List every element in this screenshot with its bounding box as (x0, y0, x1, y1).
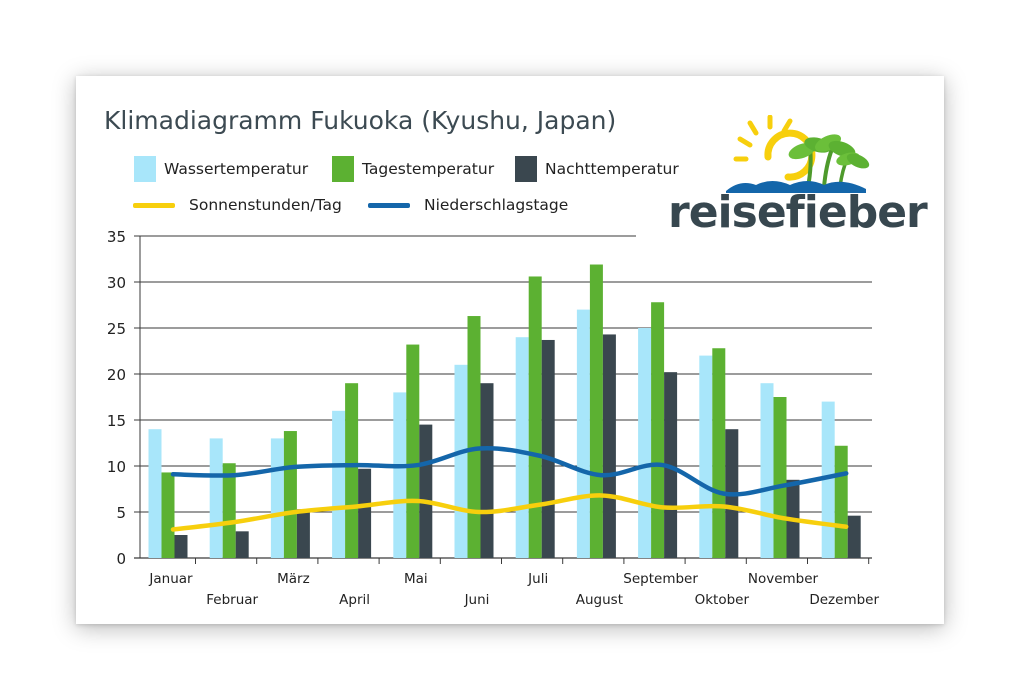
bar-wassertemperatur (821, 401, 835, 558)
bar-wassertemperatur (148, 429, 162, 558)
y-tick-label: 25 (107, 320, 126, 338)
bar-tagestemperatur (345, 383, 359, 558)
bar-wassertemperatur (454, 364, 468, 558)
bar-wassertemperatur (393, 392, 407, 558)
bar-nachttemperatur (541, 339, 555, 558)
line-sonnenstunden-tag (170, 493, 849, 532)
x-tick-label: Juni (464, 592, 490, 608)
y-tick-label: 5 (116, 504, 126, 522)
y-tick-label: 0 (116, 550, 126, 568)
y-tick-label: 10 (107, 458, 126, 476)
bar-nachttemperatur (235, 531, 249, 558)
legend-tagestemperatur: Tagestemperatur (332, 156, 494, 182)
bar-wassertemperatur (515, 337, 529, 558)
line-niederschlagstage (170, 445, 849, 497)
legend-label: Nachttemperatur (545, 160, 679, 178)
x-tick-label: Oktober (695, 592, 750, 608)
bar-wassertemperatur (699, 355, 713, 558)
legend-swatch-wassertemperatur (134, 156, 156, 182)
legend-swatch-tagestemperatur (332, 156, 354, 182)
x-tick-label: Mai (404, 571, 428, 587)
x-tick-label: Juli (527, 571, 548, 587)
legend-label: Sonnenstunden/Tag (189, 196, 342, 214)
bar-wassertemperatur (576, 309, 590, 558)
legend-label: Niederschlagstage (424, 196, 569, 214)
bar-tagestemperatur (712, 348, 726, 558)
x-tick-label: Februar (206, 592, 258, 608)
x-tick-label: März (277, 571, 310, 587)
legend-nachttemperatur: Nachttemperatur (515, 156, 679, 182)
bar-tagestemperatur (589, 264, 603, 558)
legend-label: Tagestemperatur (362, 160, 495, 178)
y-tick-label: 30 (107, 274, 126, 292)
bar-tagestemperatur (467, 316, 481, 558)
x-tick-label: September (623, 571, 698, 587)
x-tick-label: Dezember (809, 592, 879, 608)
chart-title: Klimadiagramm Fukuoka (Kyushu, Japan) (104, 106, 617, 135)
legend-niederschlagstage: Niederschlagstage (368, 196, 568, 214)
bar-wassertemperatur (270, 438, 284, 558)
bar-nachttemperatur (358, 468, 372, 558)
bar-tagestemperatur (834, 445, 848, 558)
x-tick-label: Januar (148, 571, 193, 587)
bar-tagestemperatur (773, 397, 787, 558)
reisefieber-logo-icon (726, 115, 870, 193)
bar-wassertemperatur (332, 410, 346, 558)
bar-wassertemperatur (760, 383, 774, 558)
legend-swatch-nachttemperatur (515, 156, 537, 182)
legend-label: Wassertemperatur (164, 160, 309, 178)
legend-swatch-sonnenstunden (133, 202, 175, 208)
bar-nachttemperatur (602, 334, 616, 558)
bar-wassertemperatur (209, 438, 223, 558)
bar-tagestemperatur (406, 344, 420, 558)
legend-swatch-niederschlagstage (368, 202, 410, 208)
bar-tagestemperatur (528, 276, 542, 558)
y-tick-label: 20 (107, 366, 126, 384)
x-tick-label: August (576, 592, 623, 608)
bar-tagestemperatur (161, 472, 175, 558)
bar-tagestemperatur (283, 431, 297, 558)
legend-sonnenstunden: Sonnenstunden/Tag (133, 196, 342, 214)
logo-wordmark: reisefieber (668, 187, 928, 238)
bar-nachttemperatur (419, 424, 433, 558)
bar-nachttemperatur (296, 509, 310, 558)
y-tick-label: 35 (107, 228, 126, 246)
bar-nachttemperatur (847, 515, 861, 558)
x-tick-label: November (748, 571, 819, 587)
bar-tagestemperatur (651, 302, 665, 558)
bar-wassertemperatur (638, 328, 652, 558)
bar-nachttemperatur (174, 535, 188, 558)
y-tick-label: 15 (107, 412, 126, 430)
legend-wassertemperatur: Wassertemperatur (134, 156, 308, 182)
x-tick-label: April (339, 592, 370, 608)
bar-nachttemperatur (480, 383, 494, 558)
bar-tagestemperatur (222, 463, 236, 558)
